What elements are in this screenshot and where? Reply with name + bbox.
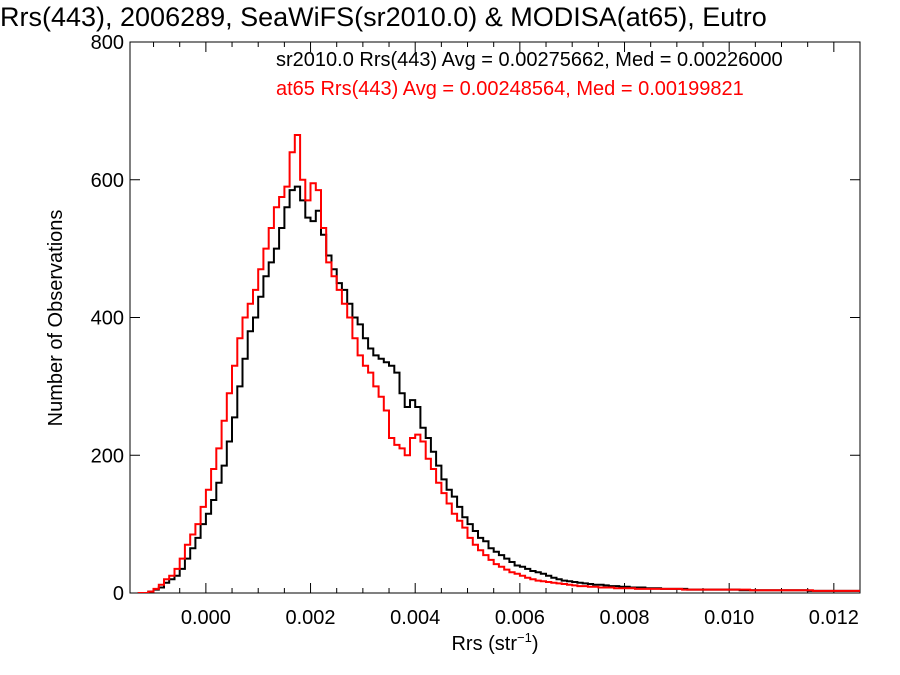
series-line-at65 [137, 134, 860, 593]
legend-entry-at65: at65 Rrs(443) Avg = 0.00248564, Med = 0.… [276, 78, 744, 100]
legend-entry-sr2010: sr2010.0 Rrs(443) Avg = 0.00275662, Med … [276, 49, 783, 71]
x-tick-label: 0.004 [390, 607, 440, 629]
y-tick-label: 400 [91, 308, 124, 330]
x-tick-label: 0.006 [495, 607, 545, 629]
x-tick-label: 0.012 [809, 607, 859, 629]
y-tick-label: 600 [91, 170, 124, 192]
y-tick-label: 0 [113, 583, 124, 605]
x-axis: 0.000 0.002 0.004 0.006 0.008 0.010 0.012 [153, 42, 861, 629]
x-tick-label: 0.010 [704, 607, 754, 629]
plot-frame [129, 41, 861, 594]
y-axis-label: Number of Observations [45, 210, 67, 427]
x-axis-label-close: ) [532, 633, 539, 655]
x-tick-label: 0.008 [599, 607, 649, 629]
y-axis: 0 200 400 600 800 [91, 32, 860, 605]
y-tick-label: 200 [91, 445, 124, 467]
chart-title: Rrs(443), 2006289, SeaWiFS(sr2010.0) & M… [0, 2, 767, 32]
series-layer [137, 134, 860, 593]
x-tick-label: 0.000 [181, 607, 231, 629]
x-axis-label-main: Rrs (str [451, 633, 517, 655]
x-axis-label: Rrs (str−1) [451, 630, 538, 655]
series-line-sr2010-0 [137, 185, 860, 593]
y-tick-label: 800 [91, 32, 124, 54]
x-axis-label-superscript: −1 [517, 630, 532, 645]
x-tick-label: 0.002 [286, 607, 336, 629]
